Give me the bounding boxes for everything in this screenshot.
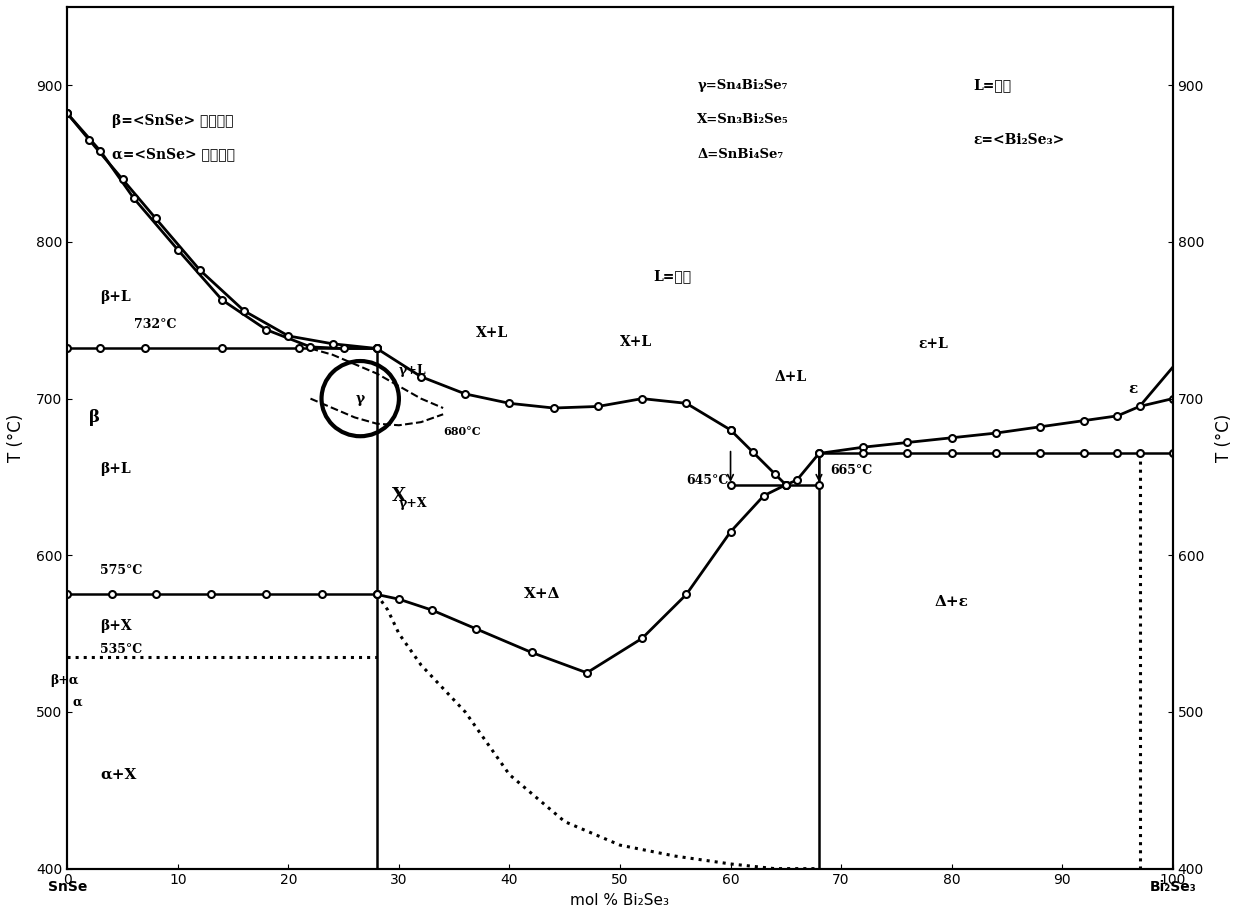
Text: Δ+L: Δ+L [775, 370, 807, 383]
Text: β+X: β+X [100, 619, 133, 633]
Text: L=液体: L=液体 [973, 79, 1012, 92]
Text: β=<SnSe> 高温形式: β=<SnSe> 高温形式 [112, 114, 233, 128]
Text: 665°C: 665°C [830, 464, 872, 478]
Text: SnSe: SnSe [47, 879, 87, 894]
Text: γ+L: γ+L [399, 364, 427, 377]
Text: α: α [73, 696, 82, 709]
Text: X+Δ: X+Δ [525, 587, 560, 601]
Text: X=Sn₃Bi₂Se₅: X=Sn₃Bi₂Se₅ [697, 113, 789, 126]
Text: α=<SnSe> 低温形式: α=<SnSe> 低温形式 [112, 147, 234, 161]
Text: 575°C: 575°C [100, 565, 143, 577]
Text: ε=<Bi₂Se₃>: ε=<Bi₂Se₃> [973, 133, 1065, 147]
Text: 680°C: 680°C [443, 426, 481, 437]
Text: X+L: X+L [476, 326, 508, 339]
Text: β+L: β+L [100, 462, 131, 476]
Text: Bi₂Se₃: Bi₂Se₃ [1149, 879, 1197, 894]
Text: γ: γ [356, 392, 365, 405]
Text: β+L: β+L [100, 290, 131, 304]
Text: 535°C: 535°C [100, 643, 143, 656]
Text: γ+X: γ+X [399, 497, 428, 510]
Text: β: β [89, 409, 100, 425]
Text: β+α: β+α [51, 674, 79, 687]
Text: 732°C: 732°C [134, 318, 176, 331]
Text: Δ=SnBi₄Se₇: Δ=SnBi₄Se₇ [697, 147, 784, 161]
Text: X: X [392, 487, 405, 505]
Text: L=液体: L=液体 [653, 269, 691, 284]
Text: ε: ε [1128, 382, 1138, 396]
X-axis label: mol % Bi₂Se₃: mol % Bi₂Se₃ [570, 893, 670, 908]
Text: γ=Sn₄Bi₂Se₇: γ=Sn₄Bi₂Se₇ [697, 79, 787, 92]
Text: Δ+ε: Δ+ε [935, 596, 968, 609]
Text: 645°C: 645°C [686, 474, 729, 487]
Text: X+L: X+L [620, 335, 652, 350]
Y-axis label: T (°C): T (°C) [1215, 414, 1233, 462]
Text: ε+L: ε+L [919, 337, 949, 350]
Y-axis label: T (°C): T (°C) [7, 414, 25, 462]
Text: α+X: α+X [100, 768, 136, 781]
